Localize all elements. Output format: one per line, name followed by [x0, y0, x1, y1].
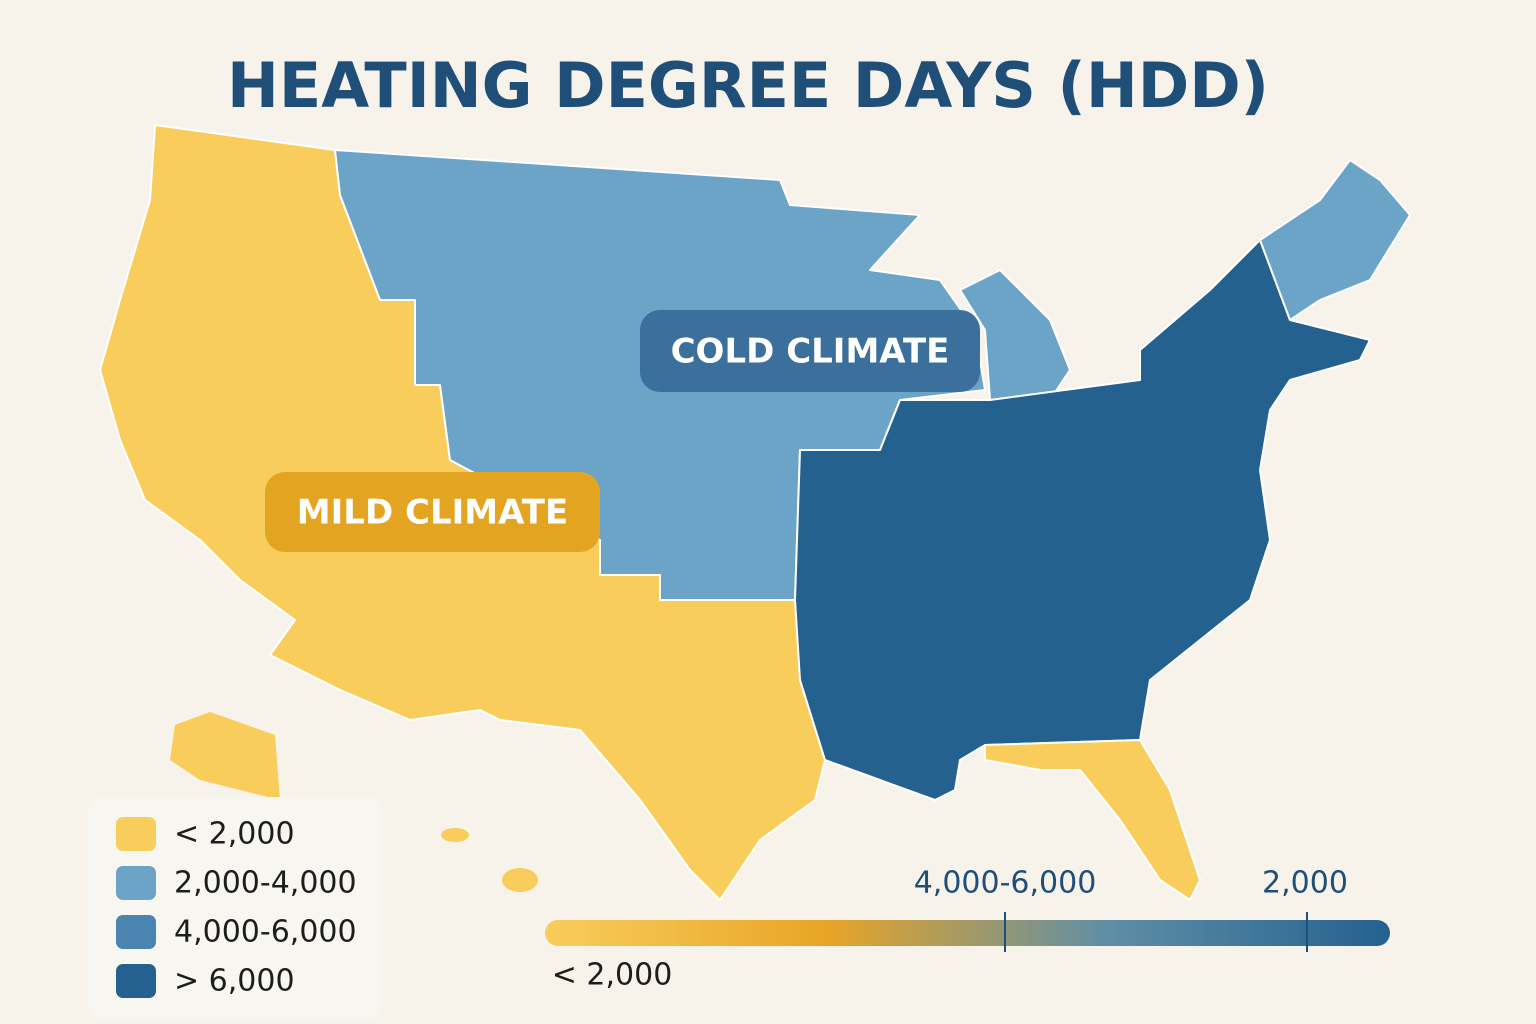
legend-box [88, 797, 380, 1019]
legend-swatch [116, 866, 156, 900]
annotations: COLD CLIMATE MILD CLIMATE [265, 310, 980, 552]
east-region [794, 239, 1371, 801]
legend-swatch [116, 915, 156, 949]
annotation-box [265, 472, 600, 552]
michigan [959, 269, 1071, 401]
title: HEATING DEGREE DAYS (HDD) [227, 49, 1269, 122]
annotation-box [640, 310, 980, 392]
legend-label: 2,000-4,000 [174, 866, 357, 901]
alaska [170, 712, 280, 800]
florida [984, 739, 1201, 901]
annotation-label: MILD CLIMATE [297, 493, 568, 533]
new-england [1259, 159, 1411, 321]
color-bar-label: 4,000-6,000 [914, 866, 1097, 901]
color-bar-gradient [545, 920, 1390, 946]
legend-label: < 2,000 [174, 817, 295, 852]
hawaii [441, 828, 469, 842]
hawaii [502, 868, 538, 892]
legend-swatch [116, 817, 156, 851]
legend-label: 4,000-6,000 [174, 915, 357, 950]
legend: < 2,000 2,000-4,000 4,000-6,000 > 6,000 [88, 797, 380, 1019]
annotation-label: COLD CLIMATE [671, 332, 950, 372]
legend-swatch [116, 964, 156, 998]
color-bar-label: < 2,000 [552, 958, 673, 993]
color-bar-label: 2,000 [1262, 866, 1348, 901]
color-bar: 4,000-6,000 2,000 < 2,000 [545, 866, 1390, 993]
legend-label: > 6,000 [174, 964, 295, 999]
